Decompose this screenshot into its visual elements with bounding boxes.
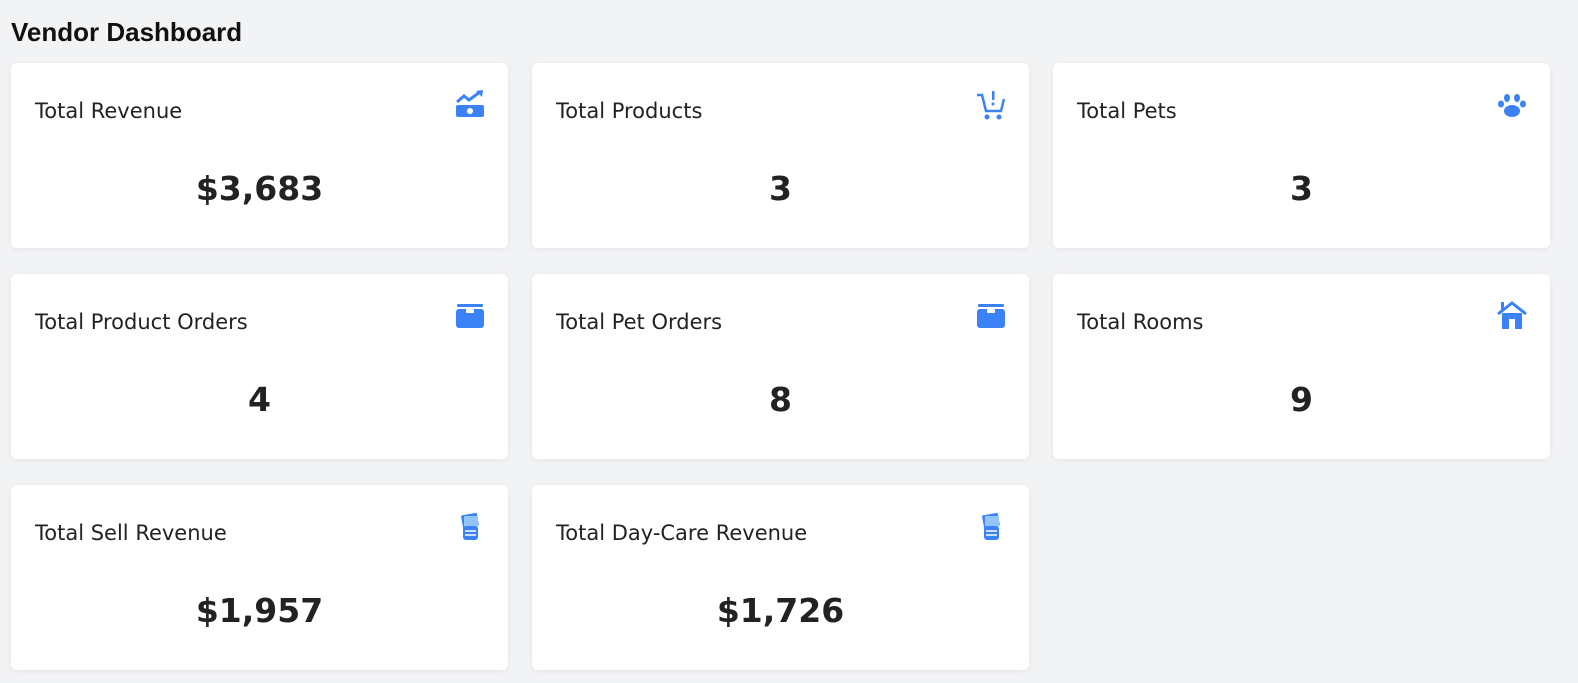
- cash-hand-icon: [461, 512, 479, 540]
- paw-icon: [1498, 94, 1526, 117]
- card-value: 4: [248, 380, 271, 419]
- card-total-pets: Total Pets 3: [1053, 63, 1550, 248]
- card-value: 9: [1290, 380, 1313, 419]
- card-total-pet-orders: Total Pet Orders 8: [532, 274, 1029, 459]
- card-total-revenue: Total Revenue $3,683: [11, 63, 508, 248]
- box-icon: [456, 304, 484, 328]
- card-total-sell-revenue: Total Sell Revenue $1,957: [11, 485, 508, 670]
- card-value: 3: [1290, 169, 1313, 208]
- page-title: Vendor Dashboard: [11, 17, 243, 47]
- card-total-day-care-revenue: Total Day-Care Revenue $1,726: [532, 485, 1029, 670]
- card-value: $3,683: [195, 169, 324, 208]
- card-title: Total Pet Orders: [556, 310, 723, 334]
- stats-grid: Total Revenue $3,683 Total Products 3 To…: [11, 63, 1550, 670]
- card-value: 8: [769, 380, 792, 419]
- card-value: $1,726: [716, 591, 845, 630]
- card-total-products: Total Products 3: [532, 63, 1029, 248]
- card-title: Total Products: [556, 99, 703, 123]
- card-title: Total Sell Revenue: [35, 521, 227, 545]
- cart-icon: [977, 91, 1006, 120]
- house-icon: [1497, 301, 1527, 329]
- cash-hand-icon: [982, 512, 1000, 540]
- card-title: Total Revenue: [35, 99, 183, 123]
- card-value: 3: [769, 169, 792, 208]
- box-icon: [977, 304, 1005, 328]
- card-title: Total Day-Care Revenue: [556, 521, 808, 545]
- card-value: $1,957: [195, 591, 324, 630]
- card-total-rooms: Total Rooms 9: [1053, 274, 1550, 459]
- card-total-product-orders: Total Product Orders 4: [11, 274, 508, 459]
- card-title: Total Pets: [1077, 99, 1177, 123]
- card-title: Total Product Orders: [35, 310, 248, 334]
- card-title: Total Rooms: [1077, 310, 1204, 334]
- money-trend-icon: [456, 90, 484, 117]
